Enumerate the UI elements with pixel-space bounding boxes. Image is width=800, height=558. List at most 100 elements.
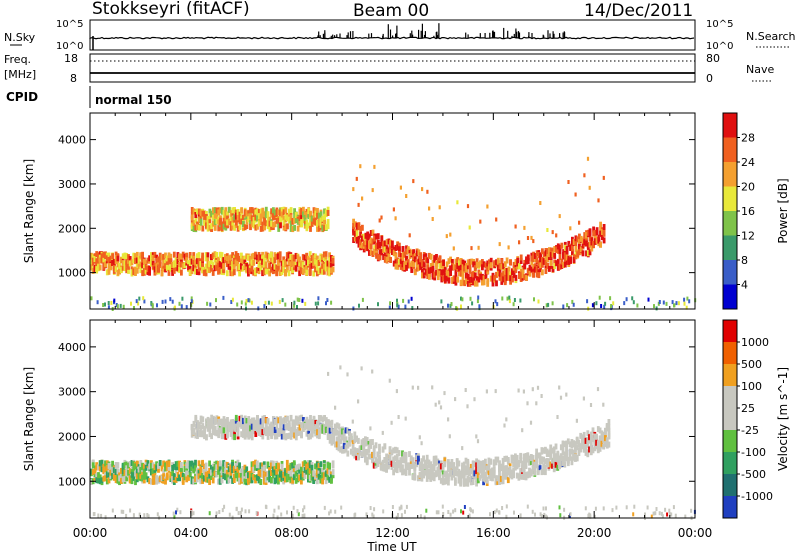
heatmap-cell xyxy=(157,266,160,273)
heatmap-cell xyxy=(319,216,323,223)
heatmap-cell xyxy=(262,254,266,261)
heatmap-cell xyxy=(583,239,587,246)
heatmap-cell xyxy=(301,268,305,275)
heatmap-cell xyxy=(514,453,517,460)
heatmap-cell xyxy=(176,464,180,471)
heatmap-cell xyxy=(215,460,219,467)
heatmap-cell xyxy=(341,434,344,441)
heatmap-cell xyxy=(222,257,226,264)
heatmap-cell xyxy=(104,261,107,268)
heatmap-cell xyxy=(397,450,401,457)
heatmap-cell xyxy=(454,397,457,402)
heatmap-cell xyxy=(574,246,578,252)
heatmap-cell xyxy=(119,303,122,308)
heatmap-cell xyxy=(361,224,364,231)
heatmap-cell xyxy=(305,225,309,232)
heatmap-cell xyxy=(355,236,359,243)
heatmap-cell xyxy=(653,304,655,309)
heatmap-cell xyxy=(205,214,208,220)
heatmap-cell xyxy=(307,419,311,426)
heatmap-cell xyxy=(335,441,339,448)
heatmap-cell xyxy=(188,265,192,272)
heatmap-cell xyxy=(388,378,391,383)
heatmap-cell xyxy=(660,511,663,516)
heatmap-cell xyxy=(321,263,324,270)
heatmap-cell xyxy=(322,473,326,480)
heatmap-cell xyxy=(469,296,472,301)
heatmap-cell xyxy=(484,464,487,471)
heatmap-cell xyxy=(97,264,100,271)
heatmap-cell xyxy=(264,300,267,305)
heatmap-cell xyxy=(590,237,594,244)
heatmap-cell xyxy=(394,216,397,221)
heatmap-cell xyxy=(330,267,333,274)
heatmap-cell xyxy=(632,300,635,305)
heatmap-cell xyxy=(308,475,312,481)
heatmap-cell xyxy=(413,256,417,263)
heatmap-cell xyxy=(530,259,534,266)
heatmap-cell xyxy=(372,514,375,519)
heatmap-cell xyxy=(586,449,590,456)
heatmap-cell xyxy=(364,232,368,239)
heatmap-cell xyxy=(100,477,104,484)
heatmap-cell xyxy=(257,268,261,275)
heatmap-cell xyxy=(545,303,548,308)
heatmap-cell xyxy=(289,265,293,272)
heatmap-cell xyxy=(123,476,127,483)
heatmap-cell xyxy=(399,253,403,259)
heatmap-cell xyxy=(487,472,491,479)
heatmap-cell xyxy=(339,446,343,453)
heatmap-cell xyxy=(513,298,516,302)
heatmap-cell xyxy=(293,211,296,218)
heatmap-cell xyxy=(266,474,270,481)
heatmap-cell xyxy=(144,267,148,274)
heatmap-cell xyxy=(375,244,378,251)
heatmap-cell xyxy=(473,261,477,268)
heatmap-cell xyxy=(495,271,498,278)
heatmap-cell xyxy=(505,270,509,277)
heatmap-cell xyxy=(293,428,296,435)
heatmap-cell xyxy=(512,302,515,307)
heatmap-cell xyxy=(224,207,228,214)
heatmap-cell xyxy=(285,252,289,259)
heatmap-cell xyxy=(514,259,518,265)
heatmap-cell xyxy=(522,457,526,464)
heatmap-cell xyxy=(165,464,169,471)
heatmap-cell xyxy=(451,264,454,271)
heatmap-cell xyxy=(392,462,395,469)
heatmap-cell xyxy=(104,466,107,473)
heatmap-cell xyxy=(254,477,257,484)
x-axis-label: Time UT xyxy=(366,540,417,554)
heatmap-cell xyxy=(231,467,234,474)
heatmap-cell xyxy=(272,513,275,518)
heatmap-cell xyxy=(238,421,242,428)
heatmap-cell xyxy=(146,460,150,467)
heatmap-cell xyxy=(268,220,272,227)
heatmap-cell xyxy=(312,470,316,477)
heatmap-cell xyxy=(415,250,419,257)
heatmap-cell xyxy=(245,476,249,483)
heatmap-cell xyxy=(431,273,435,280)
heatmap-cell xyxy=(181,472,185,479)
heatmap-cell xyxy=(280,265,284,272)
heatmap-cell xyxy=(257,213,261,220)
heatmap-cell xyxy=(316,221,319,228)
heatmap-cell xyxy=(298,424,302,431)
heatmap-cell xyxy=(282,224,286,231)
heatmap-cell xyxy=(376,243,380,250)
heatmap-cell xyxy=(148,269,151,276)
heatmap-cell xyxy=(485,477,489,484)
heatmap-cell xyxy=(257,470,261,476)
heatmap-cell xyxy=(120,472,123,479)
heatmap-cell xyxy=(583,173,586,178)
heatmap-cell xyxy=(324,224,328,231)
heatmap-cell xyxy=(111,460,114,467)
heatmap-cell xyxy=(158,460,162,466)
heatmap-cell xyxy=(521,473,524,480)
heatmap-cell xyxy=(215,471,219,478)
heatmap-cell xyxy=(109,263,113,269)
heatmap-cell xyxy=(529,470,533,477)
heatmap-cell xyxy=(284,261,287,268)
heatmap-cell xyxy=(261,429,265,436)
heatmap-cell xyxy=(451,277,454,284)
